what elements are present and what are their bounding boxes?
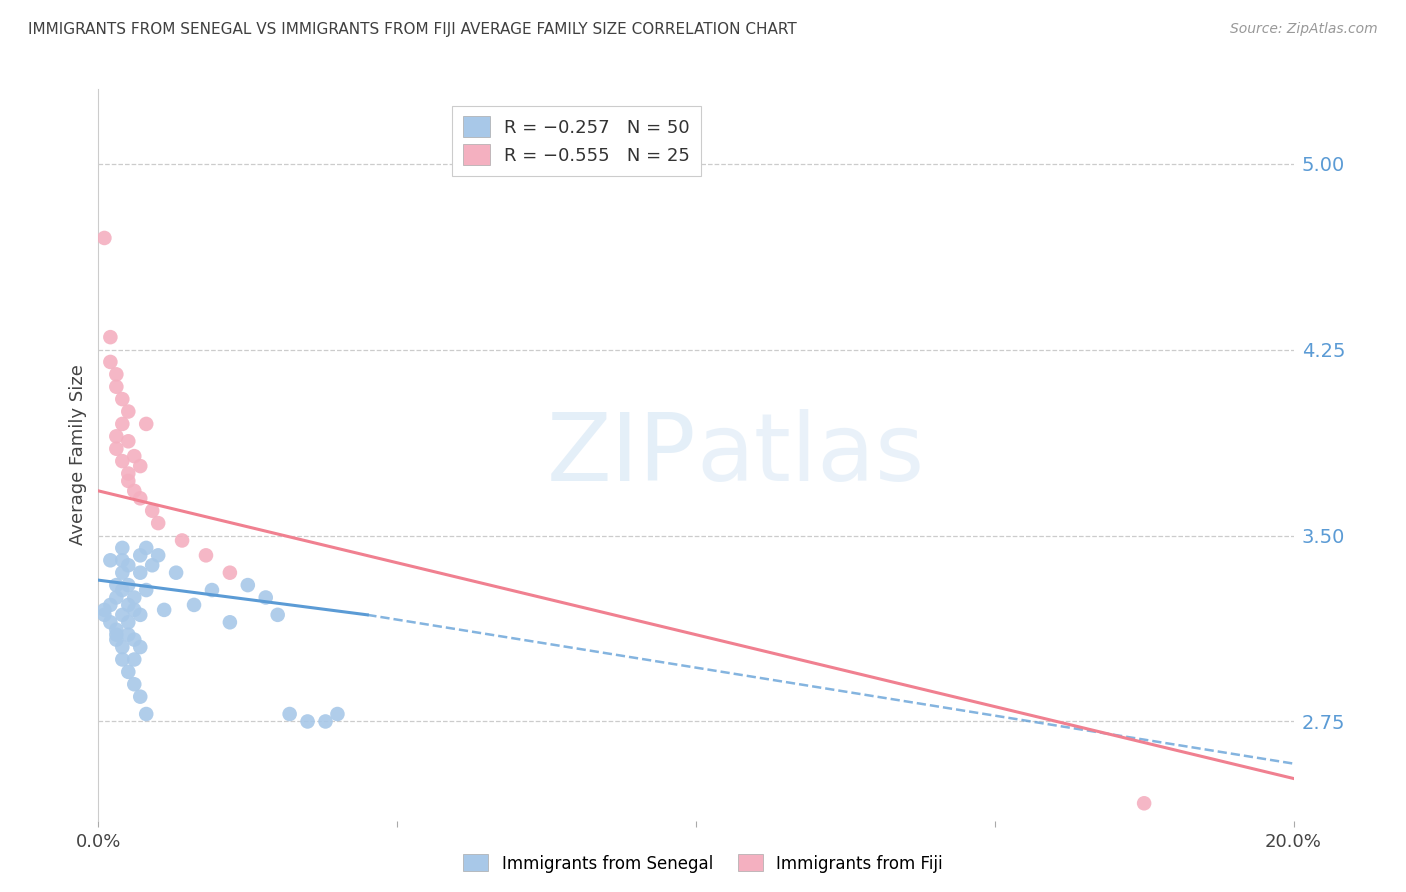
Point: [93, 607, 115, 622]
Point: [117, 598, 139, 612]
Point: [111, 541, 134, 555]
Point: [236, 578, 259, 592]
Point: [111, 553, 134, 567]
Point: [129, 690, 152, 704]
Point: [219, 566, 242, 580]
Point: [141, 504, 163, 518]
Point: [124, 591, 146, 605]
Point: [135, 582, 157, 597]
Point: [111, 607, 134, 622]
Point: [129, 459, 152, 474]
Point: [183, 598, 205, 612]
Point: [129, 491, 152, 506]
Point: [278, 706, 301, 721]
Point: [129, 549, 152, 563]
Point: [100, 553, 122, 567]
Point: [141, 558, 163, 573]
Point: [124, 483, 146, 498]
Point: [111, 392, 134, 406]
Text: ZIP: ZIP: [547, 409, 696, 501]
Text: Source: ZipAtlas.com: Source: ZipAtlas.com: [1230, 22, 1378, 37]
Point: [100, 330, 122, 344]
Point: [117, 474, 139, 488]
Point: [111, 566, 134, 580]
Point: [297, 714, 319, 729]
Point: [111, 417, 134, 431]
Point: [93, 603, 115, 617]
Point: [117, 578, 139, 592]
Point: [105, 578, 128, 592]
Point: [219, 615, 242, 630]
Point: [100, 355, 122, 369]
Point: [105, 380, 128, 394]
Point: [153, 603, 176, 617]
Point: [117, 615, 139, 630]
Point: [326, 706, 349, 721]
Point: [129, 640, 152, 654]
Point: [111, 640, 134, 654]
Point: [100, 615, 122, 630]
Point: [111, 652, 134, 666]
Point: [111, 454, 134, 468]
Point: [117, 558, 139, 573]
Point: [195, 549, 218, 563]
Point: [124, 652, 146, 666]
Point: [135, 541, 157, 555]
Point: [105, 623, 128, 637]
Legend: Immigrants from Senegal, Immigrants from Fiji: Immigrants from Senegal, Immigrants from…: [457, 847, 949, 880]
Point: [315, 714, 337, 729]
Point: [105, 442, 128, 456]
Point: [267, 607, 290, 622]
Point: [105, 429, 128, 443]
Point: [117, 665, 139, 679]
Point: [201, 582, 224, 597]
Y-axis label: Average Family Size: Average Family Size: [69, 365, 87, 545]
Point: [135, 706, 157, 721]
Point: [129, 607, 152, 622]
Point: [165, 566, 187, 580]
Legend: R = −0.257   N = 50, R = −0.555   N = 25: R = −0.257 N = 50, R = −0.555 N = 25: [451, 105, 702, 176]
Point: [117, 467, 139, 481]
Text: IMMIGRANTS FROM SENEGAL VS IMMIGRANTS FROM FIJI AVERAGE FAMILY SIZE CORRELATION : IMMIGRANTS FROM SENEGAL VS IMMIGRANTS FR…: [28, 22, 797, 37]
Point: [117, 434, 139, 449]
Point: [100, 598, 122, 612]
Point: [117, 404, 139, 418]
Point: [129, 566, 152, 580]
Point: [93, 231, 115, 245]
Point: [117, 628, 139, 642]
Point: [148, 549, 170, 563]
Point: [105, 591, 128, 605]
Point: [124, 449, 146, 463]
Point: [254, 591, 277, 605]
Point: [105, 368, 128, 382]
Text: atlas: atlas: [696, 409, 924, 501]
Point: [148, 516, 170, 530]
Point: [105, 632, 128, 647]
Point: [111, 582, 134, 597]
Point: [124, 677, 146, 691]
Point: [124, 632, 146, 647]
Point: [105, 628, 128, 642]
Point: [172, 533, 194, 548]
Point: [124, 603, 146, 617]
Point: [1133, 797, 1156, 811]
Point: [135, 417, 157, 431]
